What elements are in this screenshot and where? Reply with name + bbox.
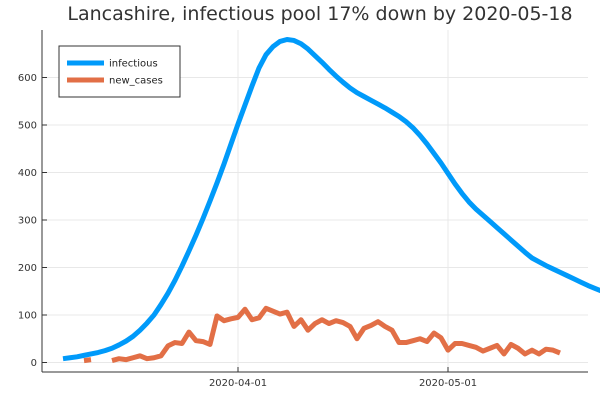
x-tick-label: 2020-05-01	[419, 378, 477, 389]
x-tick-label: 2020-04-01	[209, 378, 267, 389]
series-group	[62, 37, 600, 364]
ticks: 0 100 200 300 400 500 600 2020-04-01 2020-05-01	[18, 73, 477, 389]
chart-title: Lancashire, infectious pool 17% down by …	[67, 3, 572, 25]
y-tick-label: 400	[18, 168, 37, 179]
y-tick-label: 100	[18, 311, 37, 322]
y-tick-label: 0	[31, 358, 37, 369]
series-line-infectious	[62, 37, 600, 362]
legend-label-infectious: infectious	[109, 59, 158, 70]
legend-box	[58, 45, 181, 98]
legend-label-new-cases: new_cases	[109, 76, 163, 87]
y-tick-label: 300	[18, 216, 37, 227]
legend: infectious new_cases	[58, 45, 181, 98]
series-line-new-cases	[83, 305, 561, 364]
y-tick-label: 500	[18, 121, 37, 132]
y-tick-label: 200	[18, 263, 37, 274]
y-tick-label: 600	[18, 73, 37, 84]
